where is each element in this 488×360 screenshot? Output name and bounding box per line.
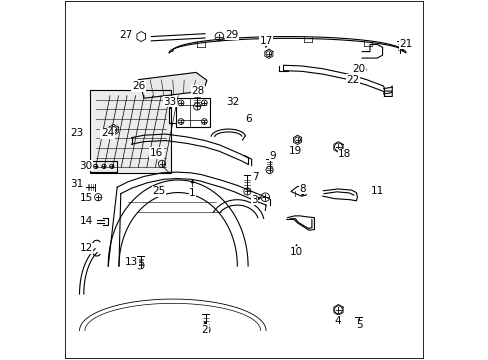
Text: 3: 3	[251, 195, 257, 205]
Text: 19: 19	[288, 146, 302, 156]
Text: 32: 32	[226, 97, 239, 107]
Polygon shape	[139, 72, 206, 98]
Text: 6: 6	[244, 114, 251, 124]
Text: 13: 13	[124, 257, 138, 267]
Text: 8: 8	[299, 184, 305, 194]
Text: 26: 26	[132, 81, 145, 91]
Text: 28: 28	[191, 86, 204, 96]
Text: 20: 20	[352, 64, 365, 74]
Text: 24: 24	[101, 129, 114, 138]
Text: 4: 4	[334, 316, 340, 325]
Text: 10: 10	[289, 247, 303, 257]
Text: 23: 23	[70, 129, 83, 138]
Text: 11: 11	[370, 186, 383, 197]
Text: 22: 22	[346, 75, 359, 85]
Text: 1: 1	[189, 188, 195, 198]
Text: 15: 15	[79, 193, 92, 203]
Text: 17: 17	[259, 36, 272, 46]
Text: 14: 14	[79, 216, 92, 226]
Text: 2: 2	[202, 325, 208, 335]
Text: 27: 27	[119, 30, 132, 40]
Text: 12: 12	[79, 243, 92, 253]
Text: 18: 18	[338, 149, 351, 159]
Text: 21: 21	[398, 39, 412, 49]
Text: 29: 29	[225, 30, 238, 40]
Text: 33: 33	[163, 97, 176, 107]
Text: 31: 31	[70, 179, 83, 189]
Text: 7: 7	[251, 172, 258, 182]
Polygon shape	[90, 90, 171, 173]
Text: 30: 30	[79, 161, 92, 171]
Text: 5: 5	[355, 320, 362, 330]
Text: 16: 16	[150, 148, 163, 158]
Text: 9: 9	[268, 150, 275, 161]
Text: 25: 25	[152, 186, 165, 197]
